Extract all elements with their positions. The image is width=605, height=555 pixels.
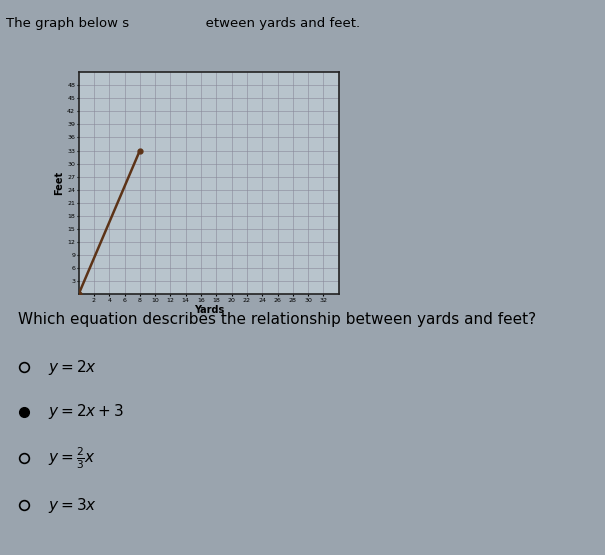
Text: $y = 3x$: $y = 3x$: [48, 496, 97, 515]
Text: $y = \frac{2}{3}x$: $y = \frac{2}{3}x$: [48, 446, 96, 471]
Text: $y = 2x + 3$: $y = 2x + 3$: [48, 402, 125, 421]
X-axis label: Yards: Yards: [194, 305, 224, 315]
Text: The graph below s                  etween yards and feet.: The graph below s etween yards and feet.: [6, 17, 360, 30]
Y-axis label: Feet: Feet: [54, 171, 64, 195]
Text: Which equation describes the relationship between yards and feet?: Which equation describes the relationshi…: [18, 312, 536, 327]
Text: $y = 2x$: $y = 2x$: [48, 357, 97, 377]
